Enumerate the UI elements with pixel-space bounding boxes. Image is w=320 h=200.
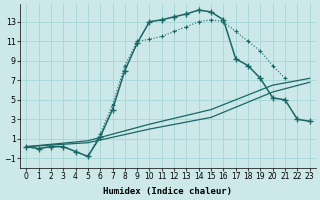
X-axis label: Humidex (Indice chaleur): Humidex (Indice chaleur) bbox=[103, 187, 232, 196]
